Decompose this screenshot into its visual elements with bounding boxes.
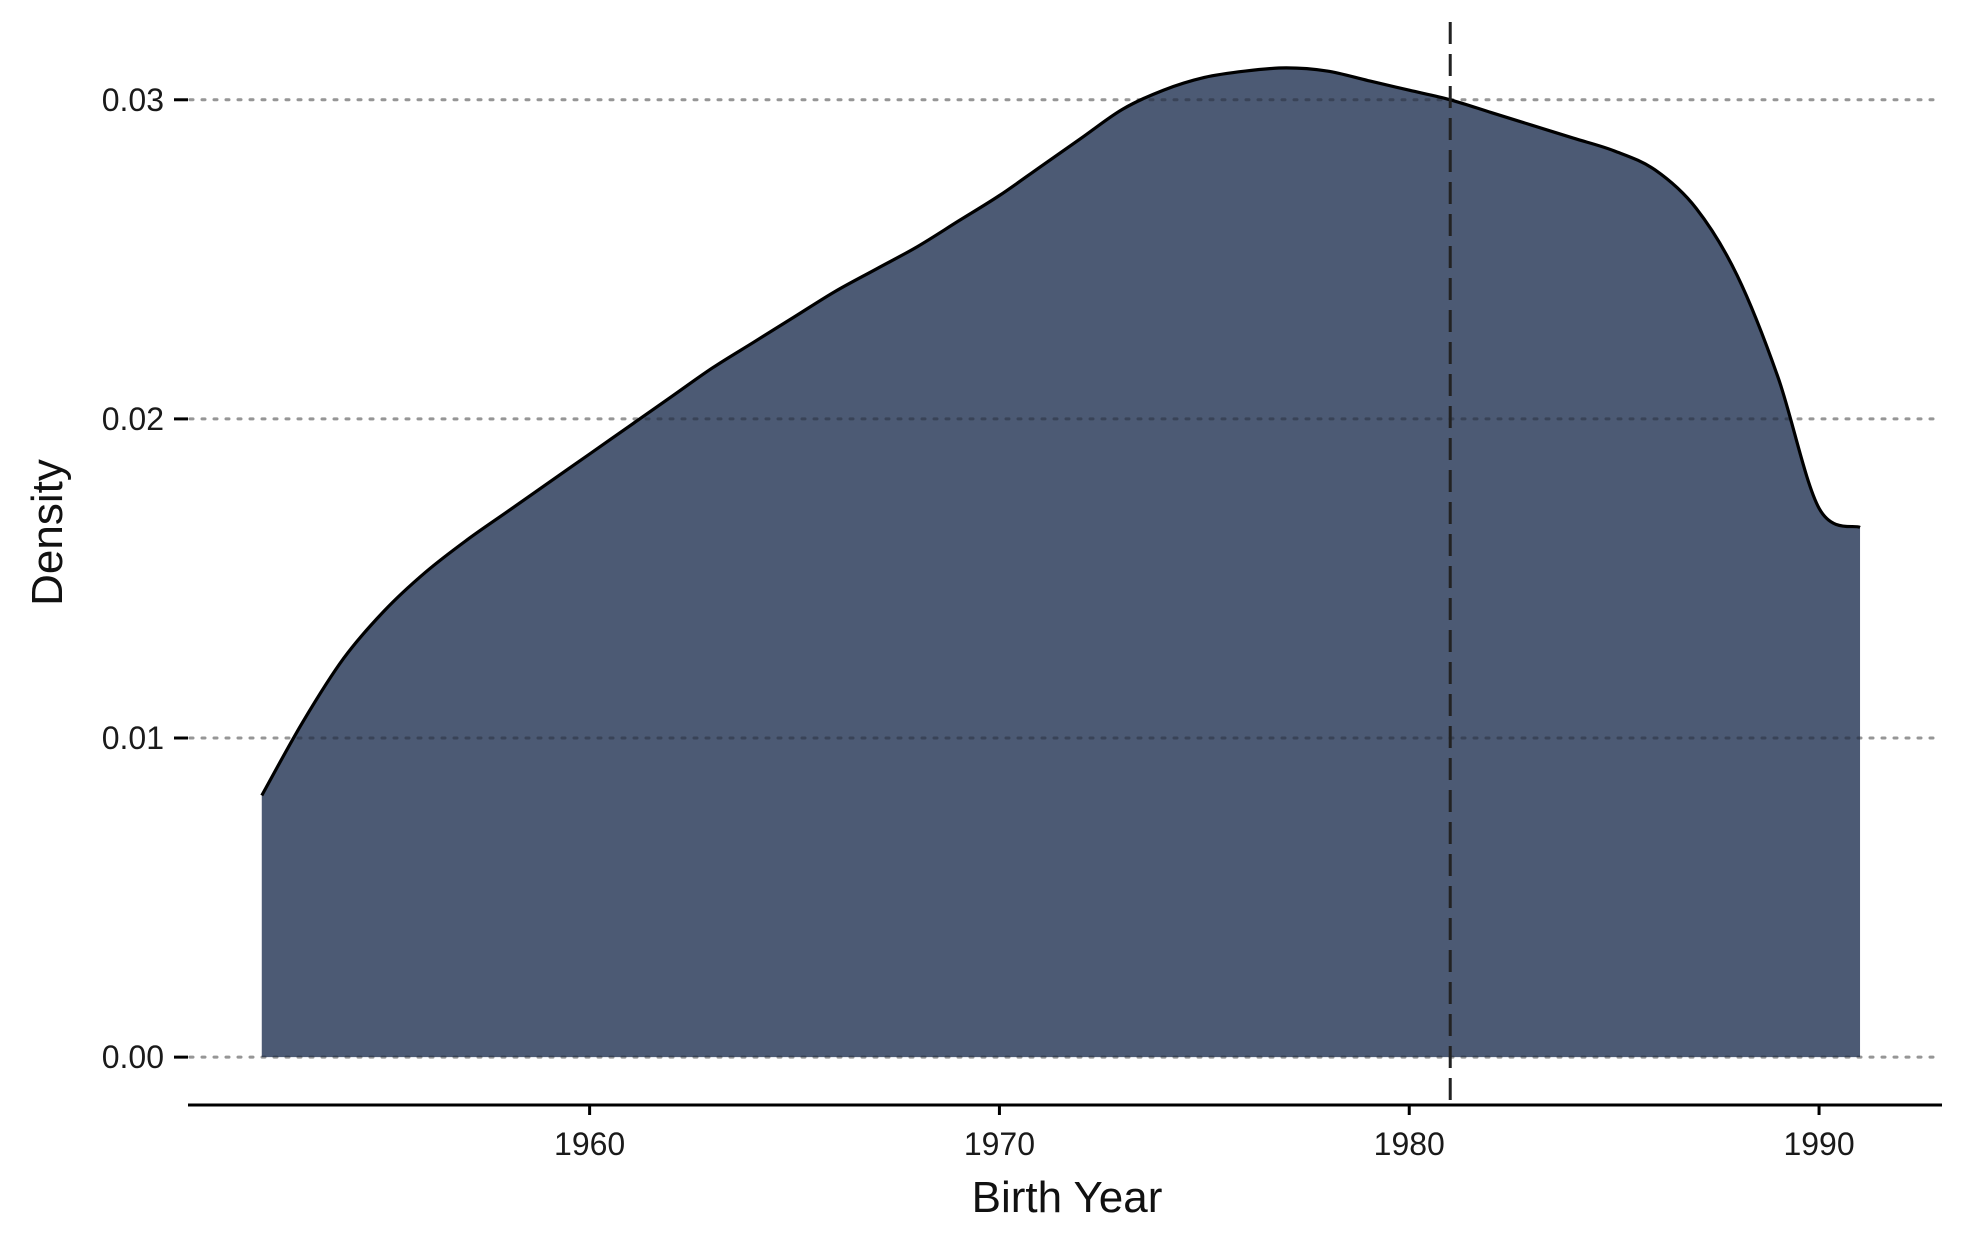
plot-area (188, 66, 1944, 1059)
density-curve (260, 66, 1861, 797)
x-tick-label-1970: 1970 (964, 1126, 1035, 1162)
x-axis-title: Birth Year (972, 1173, 1163, 1222)
x-tick-label-1990: 1990 (1783, 1126, 1854, 1162)
y-tick-label-3: 0.03 (102, 82, 164, 118)
x-tick-label-1980: 1980 (1374, 1126, 1445, 1162)
axes: 1960 1970 1980 1990 0.00 0.01 0.02 0.03 (102, 82, 1942, 1162)
density-area-fill (261, 67, 1861, 1058)
y-tick-label-0: 0.00 (102, 1039, 164, 1075)
y-tick-label-1: 0.01 (102, 720, 164, 756)
x-tick-label-1960: 1960 (554, 1126, 625, 1162)
y-tick-label-2: 0.02 (102, 401, 164, 437)
y-axis-title: Density (23, 459, 72, 606)
